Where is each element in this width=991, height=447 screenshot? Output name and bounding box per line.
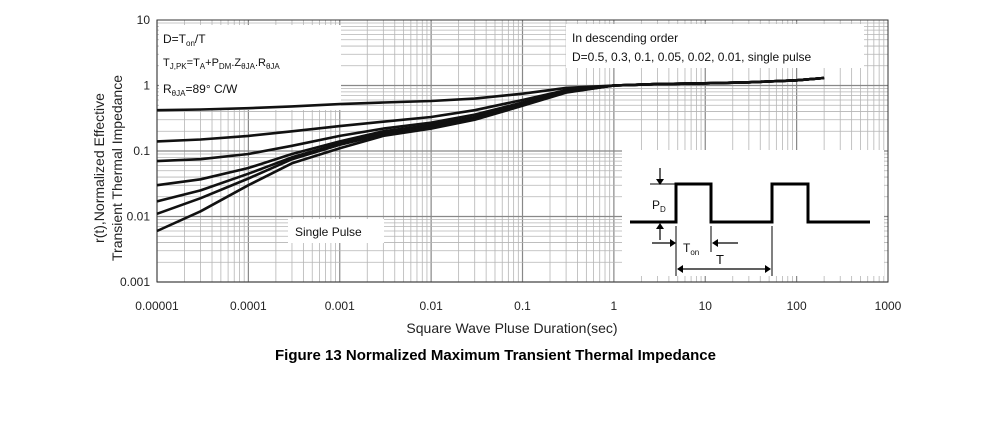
- inset-pd-label: PD: [652, 198, 666, 214]
- x-tick-label: 0.00001: [135, 299, 179, 313]
- y-tick-label: 10: [137, 13, 151, 27]
- x-tick-label: 0.001: [325, 299, 355, 313]
- formula-thermal-resistance: RθJA=89° C/W: [163, 82, 238, 98]
- single-pulse-label-bg: [288, 219, 384, 243]
- y-tick-label: 0.01: [127, 210, 151, 224]
- ton-arrowhead-right: [712, 239, 718, 247]
- y-tick-label: 0.001: [120, 275, 150, 289]
- x-tick-label: 0.01: [419, 299, 443, 313]
- formula-box: [159, 25, 341, 110]
- y-tick-labels: 0.001 0.01 0.1 1 10: [120, 13, 150, 289]
- pd-arrowhead-bottom: [656, 223, 664, 229]
- figure-caption: Figure 13 Normalized Maximum Transient T…: [275, 347, 716, 364]
- pulse-train-inset: PD Ton T: [622, 150, 884, 276]
- duty-legend-box: [566, 24, 864, 68]
- x-tick-label: 1: [611, 299, 618, 313]
- formula-peak-temp: TJ,PK=TA+PDM.ZθJA.RθJA: [163, 57, 280, 71]
- impedance-curve-7: [156, 76, 825, 233]
- y-tick-label: 0.1: [133, 144, 150, 158]
- inset-ton-label: Ton: [683, 241, 699, 257]
- pd-arrowhead-top: [656, 179, 664, 185]
- x-tick-labels: 0.00001 0.0001 0.001 0.01 0.1 1 10 100 1000: [135, 299, 901, 313]
- y-axis-title-line2: Transient Thermal Impedance: [109, 75, 125, 261]
- inset-background: [622, 150, 884, 276]
- period-arrowhead-left: [677, 265, 683, 273]
- x-tick-label: 1000: [875, 299, 902, 313]
- period-arrowhead-right: [765, 265, 771, 273]
- duty-legend-values: D=0.5, 0.3, 0.1, 0.05, 0.02, 0.01, singl…: [572, 50, 811, 64]
- duty-legend-title: In descending order: [572, 31, 678, 45]
- y-axis-title-line1: r(t),Normalized Effective: [91, 93, 107, 243]
- x-tick-label: 0.1: [514, 299, 531, 313]
- y-axis-title: r(t),Normalized Effective Transient Ther…: [91, 75, 125, 261]
- single-pulse-label: Single Pulse: [295, 225, 362, 239]
- formula-duty-cycle: D=Ton/T: [163, 32, 206, 48]
- ton-arrowhead-left: [670, 239, 676, 247]
- inset-period-label: T: [716, 252, 724, 267]
- pulse-waveform: [630, 182, 870, 224]
- impedance-curves: [156, 76, 825, 233]
- plot-frame: [156, 19, 889, 283]
- x-tick-label: 0.0001: [230, 299, 267, 313]
- x-tick-label: 100: [787, 299, 807, 313]
- x-axis-title: Square Wave Pluse Duration(sec): [406, 320, 617, 336]
- y-tick-label: 1: [143, 79, 150, 93]
- x-tick-label: 10: [699, 299, 713, 313]
